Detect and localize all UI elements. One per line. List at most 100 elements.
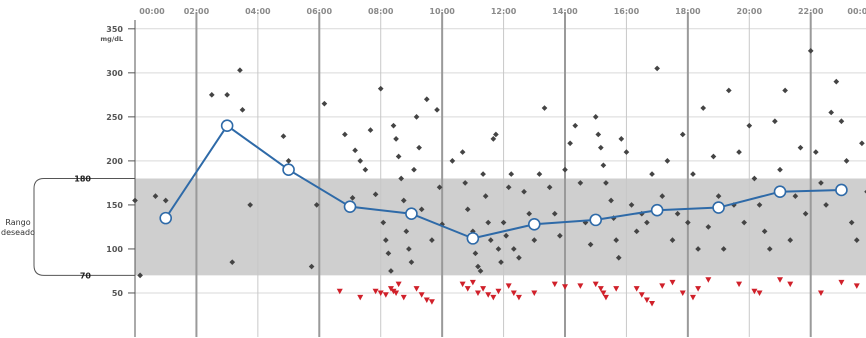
- low-reading-40: [679, 290, 686, 296]
- low-reading-39: [669, 279, 676, 286]
- median-point-1: [220, 119, 234, 132]
- reading-25: [385, 250, 392, 257]
- median-polyline: [164, 124, 842, 240]
- low-reading-45: [751, 288, 758, 295]
- low-reading-47: [777, 277, 783, 283]
- reading-135: [853, 237, 860, 243]
- range-label-line1: Rango: [5, 218, 30, 227]
- x-tick-6: 12:00: [491, 7, 517, 16]
- reading-19: [362, 166, 369, 173]
- reading-79: [587, 241, 594, 248]
- reading-120: [777, 166, 783, 173]
- reading-76: [572, 122, 579, 129]
- low-reading-6: [390, 288, 397, 295]
- reading-45: [459, 149, 466, 155]
- reading-32: [403, 228, 410, 235]
- low-reading-42: [695, 286, 702, 292]
- x-tick-4: 08:00: [368, 7, 394, 16]
- reading-26: [388, 268, 394, 274]
- reading-53: [482, 193, 489, 199]
- x-tick-3: 06:00: [307, 7, 333, 16]
- low-reading-44: [736, 281, 743, 288]
- low-reading-16: [469, 279, 476, 286]
- reading-130: [828, 109, 835, 116]
- reading-16: [349, 195, 356, 201]
- x-tick-labels: 00:00 02:00 04:00 06:00 08:00 10:00 12:00 14:00…: [139, 7, 866, 16]
- median-point-11: [835, 183, 848, 197]
- low-reading-23: [510, 290, 517, 296]
- median-point-3: [343, 200, 357, 213]
- y-tick-150: 150: [106, 201, 123, 210]
- median-point-5: [466, 232, 480, 245]
- hour-grid-lines: [195, 12, 812, 337]
- reading-109: [720, 246, 727, 252]
- reading-117: [761, 228, 768, 235]
- x-tick-7: 14:00: [552, 7, 578, 16]
- y-tick-200: 200: [106, 157, 123, 166]
- reading-28: [393, 136, 399, 142]
- low-reading-51: [853, 283, 860, 289]
- reading-44: [449, 158, 456, 164]
- reading-92: [633, 228, 640, 235]
- reading-2: [152, 193, 159, 199]
- x-tick-1: 02:00: [184, 7, 210, 16]
- reading-87: [613, 237, 620, 243]
- reading-57: [493, 131, 499, 138]
- reading-66: [521, 188, 527, 195]
- reading-102: [685, 219, 691, 226]
- low-reading-11: [418, 292, 425, 298]
- reading-18: [357, 158, 364, 164]
- reading-73: [557, 232, 563, 239]
- reading-40: [429, 237, 435, 243]
- low-reading-32: [602, 294, 609, 301]
- median-point-0: [159, 211, 173, 225]
- y-tick-100: 100: [106, 245, 123, 254]
- low-reading-9: [400, 294, 407, 301]
- reading-81: [595, 131, 602, 138]
- low-reading-19: [485, 292, 492, 298]
- reading-118: [766, 246, 773, 252]
- reading-54: [485, 219, 492, 226]
- reading-24: [383, 237, 389, 243]
- reading-41: [434, 106, 440, 113]
- glucose-readings: [132, 47, 866, 279]
- reading-34: [408, 259, 415, 265]
- reading-110: [725, 87, 732, 94]
- low-reading-48: [787, 281, 794, 288]
- reading-99: [669, 237, 676, 243]
- reading-129: [823, 202, 829, 208]
- low-reading-4: [382, 292, 389, 298]
- reading-52: [480, 171, 486, 177]
- low-reading-37: [649, 301, 656, 307]
- reading-84: [603, 180, 609, 186]
- reading-29: [395, 153, 402, 160]
- reading-108: [715, 193, 722, 199]
- low-reading-3: [377, 290, 384, 296]
- y-tick-300: 300: [106, 69, 123, 78]
- low-reading-27: [562, 284, 568, 290]
- median-point-4: [405, 207, 418, 221]
- reading-62: [505, 184, 512, 191]
- low-reading-49: [817, 290, 824, 296]
- y-tick-labels: 350 300 250 200 150 100 50: [106, 25, 135, 298]
- reading-23: [380, 219, 387, 226]
- reading-12: [308, 263, 315, 270]
- reading-49: [472, 250, 479, 257]
- reading-89: [618, 136, 625, 142]
- low-reading-46: [756, 290, 763, 296]
- x-tick-11: 22:00: [798, 7, 824, 16]
- reading-37: [416, 144, 422, 151]
- x-tick-12: 00:00: [847, 7, 866, 16]
- reading-75: [567, 140, 573, 147]
- reading-95: [649, 171, 655, 177]
- reading-33: [406, 246, 412, 252]
- low-readings: [336, 277, 860, 307]
- reading-107: [710, 153, 717, 160]
- range-high-value: 180: [74, 175, 91, 184]
- low-reading-10: [413, 286, 420, 292]
- reading-51: [477, 268, 484, 274]
- reading-65: [516, 254, 522, 261]
- reading-103: [690, 171, 696, 177]
- range-bracket: [33, 178, 105, 276]
